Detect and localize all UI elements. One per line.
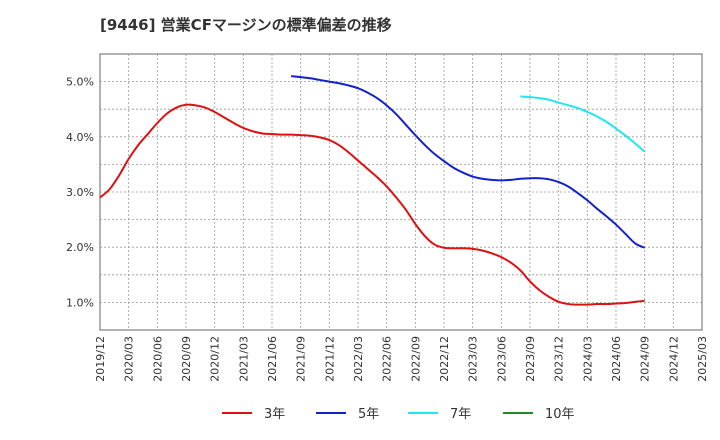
x-tick-label: 2022/06 xyxy=(381,336,394,382)
legend-label: 3年 xyxy=(264,407,285,422)
legend-label: 5年 xyxy=(358,407,379,422)
x-tick-label: 2021/09 xyxy=(295,336,308,382)
x-tick-label: 2024/06 xyxy=(610,336,623,382)
x-tick-label: 2023/12 xyxy=(553,336,566,382)
x-tick-label: 2023/09 xyxy=(524,336,537,382)
series-lines xyxy=(99,75,646,306)
x-tick-label: 2019/12 xyxy=(94,336,107,382)
legend-label: 7年 xyxy=(450,407,471,422)
x-tick-label: 2023/03 xyxy=(467,336,480,382)
series-line-3年 xyxy=(99,103,645,306)
x-tick-label: 2022/03 xyxy=(352,336,365,382)
x-tick-label: 2024/09 xyxy=(639,336,652,382)
x-tick-label: 2024/12 xyxy=(667,336,680,382)
x-tick-label: 2022/12 xyxy=(438,336,451,382)
x-tick-label: 2025/03 xyxy=(696,336,709,382)
x-tick-label: 2020/12 xyxy=(209,336,222,382)
x-tick-label: 2020/03 xyxy=(123,336,136,382)
x-tick-label: 2021/06 xyxy=(266,336,279,382)
y-tick-label: 5.0% xyxy=(66,76,94,89)
y-tick-label: 4.0% xyxy=(66,131,94,144)
chart-title: [9446] 営業CFマージンの標準偏差の推移 xyxy=(100,16,392,34)
x-tick-label: 2021/03 xyxy=(237,336,250,382)
y-tick-label: 3.0% xyxy=(66,186,94,199)
x-tick-label: 2022/09 xyxy=(409,336,422,382)
x-tick-labels: 2019/12 2020/03 2020/06 2020/09 2020/12 2021/… xyxy=(94,336,709,382)
y-tick-labels: 1.0% 2.0% 3.0% 4.0% 5.0% xyxy=(66,76,94,310)
x-tick-label: 2023/06 xyxy=(495,336,508,382)
y-tick-label: 1.0% xyxy=(66,296,94,309)
legend-label: 10年 xyxy=(545,407,575,422)
x-tick-label: 2024/03 xyxy=(581,336,594,382)
x-tick-label: 2021/12 xyxy=(323,336,336,382)
x-tick-label: 2020/06 xyxy=(151,336,164,382)
horizontal-gridlines xyxy=(100,81,702,303)
series-line-7年 xyxy=(520,95,646,153)
series-line-5年 xyxy=(290,75,646,249)
y-tick-label: 2.0% xyxy=(66,241,94,254)
legend: 3年 5年 7年 10年 xyxy=(222,407,575,422)
x-tick-label: 2020/09 xyxy=(180,336,193,382)
